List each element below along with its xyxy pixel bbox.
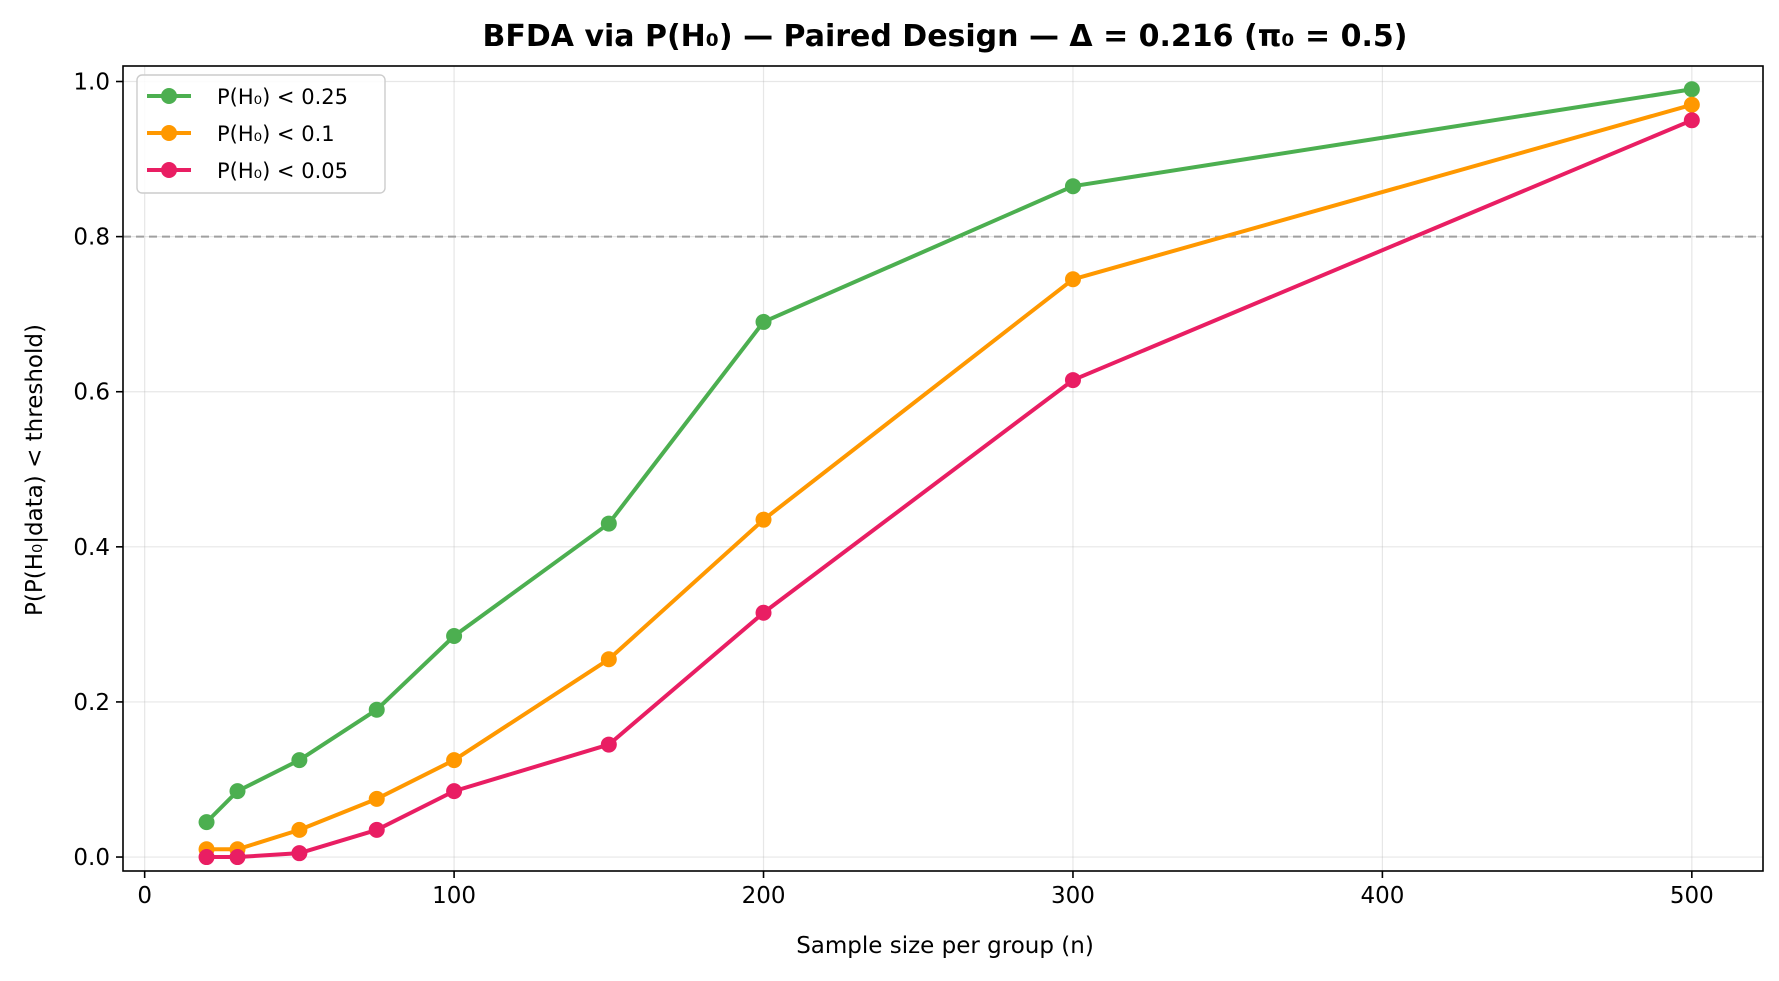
data-point — [368, 790, 385, 807]
data-point — [1064, 271, 1081, 288]
data-point — [1064, 372, 1081, 389]
data-point — [291, 752, 308, 769]
data-point — [1683, 81, 1700, 98]
legend-marker — [161, 88, 177, 104]
legend-marker — [161, 162, 177, 178]
data-point — [1064, 178, 1081, 195]
x-tick-label: 100 — [432, 883, 476, 909]
data-point — [755, 511, 772, 528]
legend-entry: P(H₀) < 0.1 — [147, 122, 335, 146]
data-point — [229, 849, 246, 866]
legend-entry: P(H₀) < 0.25 — [147, 85, 348, 109]
data-point — [446, 783, 463, 800]
y-tick-label: 0.0 — [73, 845, 110, 871]
data-point — [600, 651, 617, 668]
x-tick-label: 0 — [137, 883, 152, 909]
data-point — [600, 515, 617, 532]
data-point — [446, 628, 463, 645]
data-point — [291, 845, 308, 862]
series-1 — [198, 81, 1700, 831]
legend-marker — [161, 125, 177, 141]
x-tick-label: 200 — [742, 883, 786, 909]
data-point — [198, 849, 215, 866]
legend-label: P(H₀) < 0.25 — [217, 85, 348, 109]
y-tick-label: 0.6 — [73, 380, 110, 406]
y-tick-label: 1.0 — [73, 70, 110, 96]
y-tick-label: 0.8 — [73, 225, 110, 251]
data-point — [198, 814, 215, 831]
legend-box — [136, 74, 386, 194]
series-layer — [198, 81, 1700, 866]
series-line — [204, 87, 1694, 825]
legend: P(H₀) < 0.25 P(H₀) < 0.1 P(H₀) < 0.05 — [136, 74, 386, 194]
data-point — [368, 821, 385, 838]
data-point — [229, 783, 246, 800]
data-point — [755, 604, 772, 621]
x-tick-label: 500 — [1670, 883, 1714, 909]
legend-entry: P(H₀) < 0.05 — [147, 159, 348, 183]
legend-label: P(H₀) < 0.05 — [217, 159, 348, 183]
y-tick-label: 0.2 — [73, 690, 110, 716]
series-line — [204, 118, 1694, 860]
series-3 — [198, 112, 1700, 866]
series-line — [204, 102, 1694, 852]
legend-label: P(H₀) < 0.1 — [217, 122, 335, 146]
plot-frame — [122, 65, 1764, 872]
data-point — [600, 736, 617, 753]
x-tick-label: 400 — [1360, 883, 1404, 909]
data-point — [368, 701, 385, 718]
x-axis-label: Sample size per group (n) — [796, 933, 1094, 959]
y-axis-label: P(P(H₀|data) < threshold) — [22, 324, 48, 616]
y-tick-label: 0.4 — [73, 535, 110, 561]
data-point — [1683, 96, 1700, 113]
x-tick-label: 300 — [1051, 883, 1095, 909]
series-2 — [198, 96, 1700, 858]
data-point — [291, 821, 308, 838]
data-point — [1683, 112, 1700, 129]
data-point — [755, 313, 772, 330]
data-point — [446, 752, 463, 769]
axes-layer: 0 100 200 300 400 500 0.0 0.2 0.4 0.6 0.8 1.0 — [73, 65, 1764, 909]
chart-title: BFDA via P(H₀) — Paired Design — Δ = 0.2… — [483, 19, 1408, 54]
